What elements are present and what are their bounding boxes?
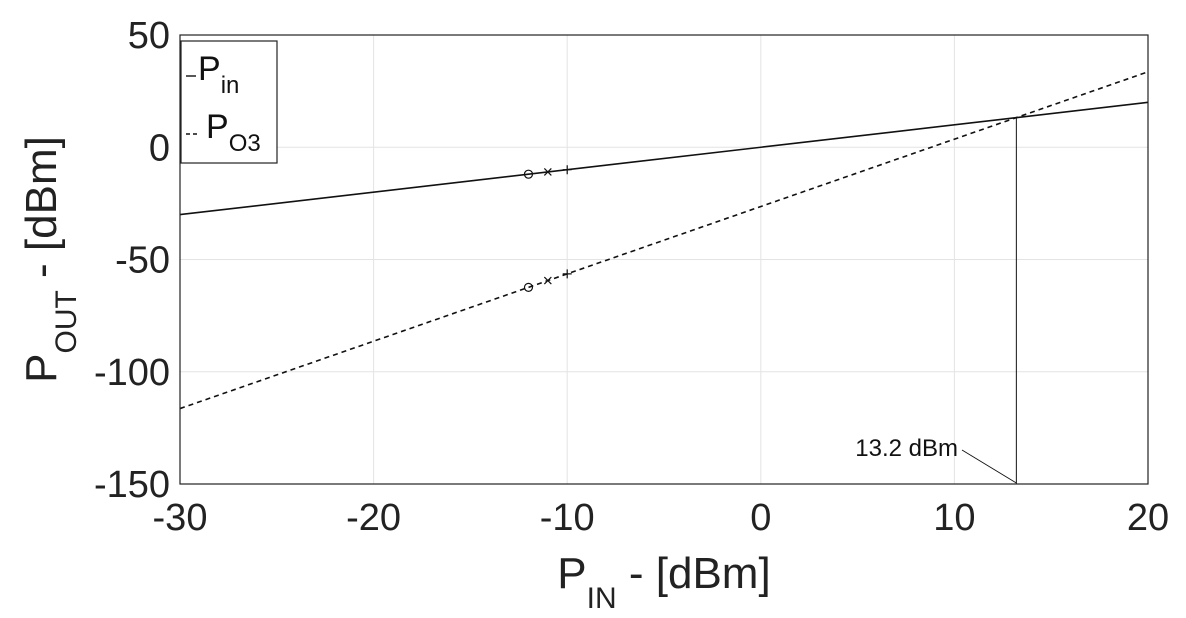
y-tick-label: -100 <box>94 352 170 394</box>
legend-label-po3-sub: O3 <box>229 130 261 157</box>
marker-x <box>543 168 552 176</box>
legend-box <box>180 40 278 164</box>
annotation-leader-line <box>961 449 1017 484</box>
y-axis-label-sub: OUT <box>50 290 83 353</box>
y-tick-label: -50 <box>115 240 170 282</box>
y-axis-label-rest: - [dBm] <box>17 136 66 290</box>
plot-frame <box>179 34 1149 485</box>
x-tick-label: -30 <box>153 497 208 539</box>
marker-x <box>543 276 552 285</box>
legend: Pin PO3 <box>180 40 278 164</box>
legend-label-po3-main: P <box>206 108 229 146</box>
legend-label-pin: Pin <box>198 50 239 99</box>
intercept-marker <box>961 117 1017 484</box>
x-tick-label: 0 <box>750 497 771 539</box>
x-tick-label: 20 <box>1127 497 1169 539</box>
y-axis-label: POUT - [dBm] <box>17 136 83 383</box>
y-tick-label: 50 <box>128 15 170 57</box>
legend-label-po3: PO3 <box>206 108 261 157</box>
marker-circle <box>523 282 534 292</box>
x-axis-label-main: P <box>557 549 586 598</box>
data-markers <box>523 165 572 292</box>
x-axis-label: PIN - [dBm] <box>557 549 770 615</box>
x-axis-label-sub: IN <box>587 582 617 615</box>
legend-label-pin-sub: in <box>221 72 240 99</box>
legend-label-pin-main: P <box>198 50 221 88</box>
y-tick-label: 0 <box>149 127 170 169</box>
y-tick-label: -150 <box>94 464 170 506</box>
x-axis-label-rest: - [dBm] <box>617 549 771 598</box>
grid-lines <box>179 34 1149 485</box>
marker-plus <box>562 269 572 279</box>
intercept-annotation: 13.2 dBm <box>855 435 958 462</box>
x-tick-label: -10 <box>540 497 595 539</box>
x-tick-label: 10 <box>933 497 975 539</box>
series-line-1 <box>179 71 1149 410</box>
x-tick-label: -20 <box>346 497 401 539</box>
marker-plus <box>562 165 572 175</box>
series-lines <box>179 71 1149 410</box>
series-line-0 <box>179 101 1149 216</box>
y-axis-label-main: P <box>17 354 66 383</box>
marker-circle <box>523 169 534 179</box>
